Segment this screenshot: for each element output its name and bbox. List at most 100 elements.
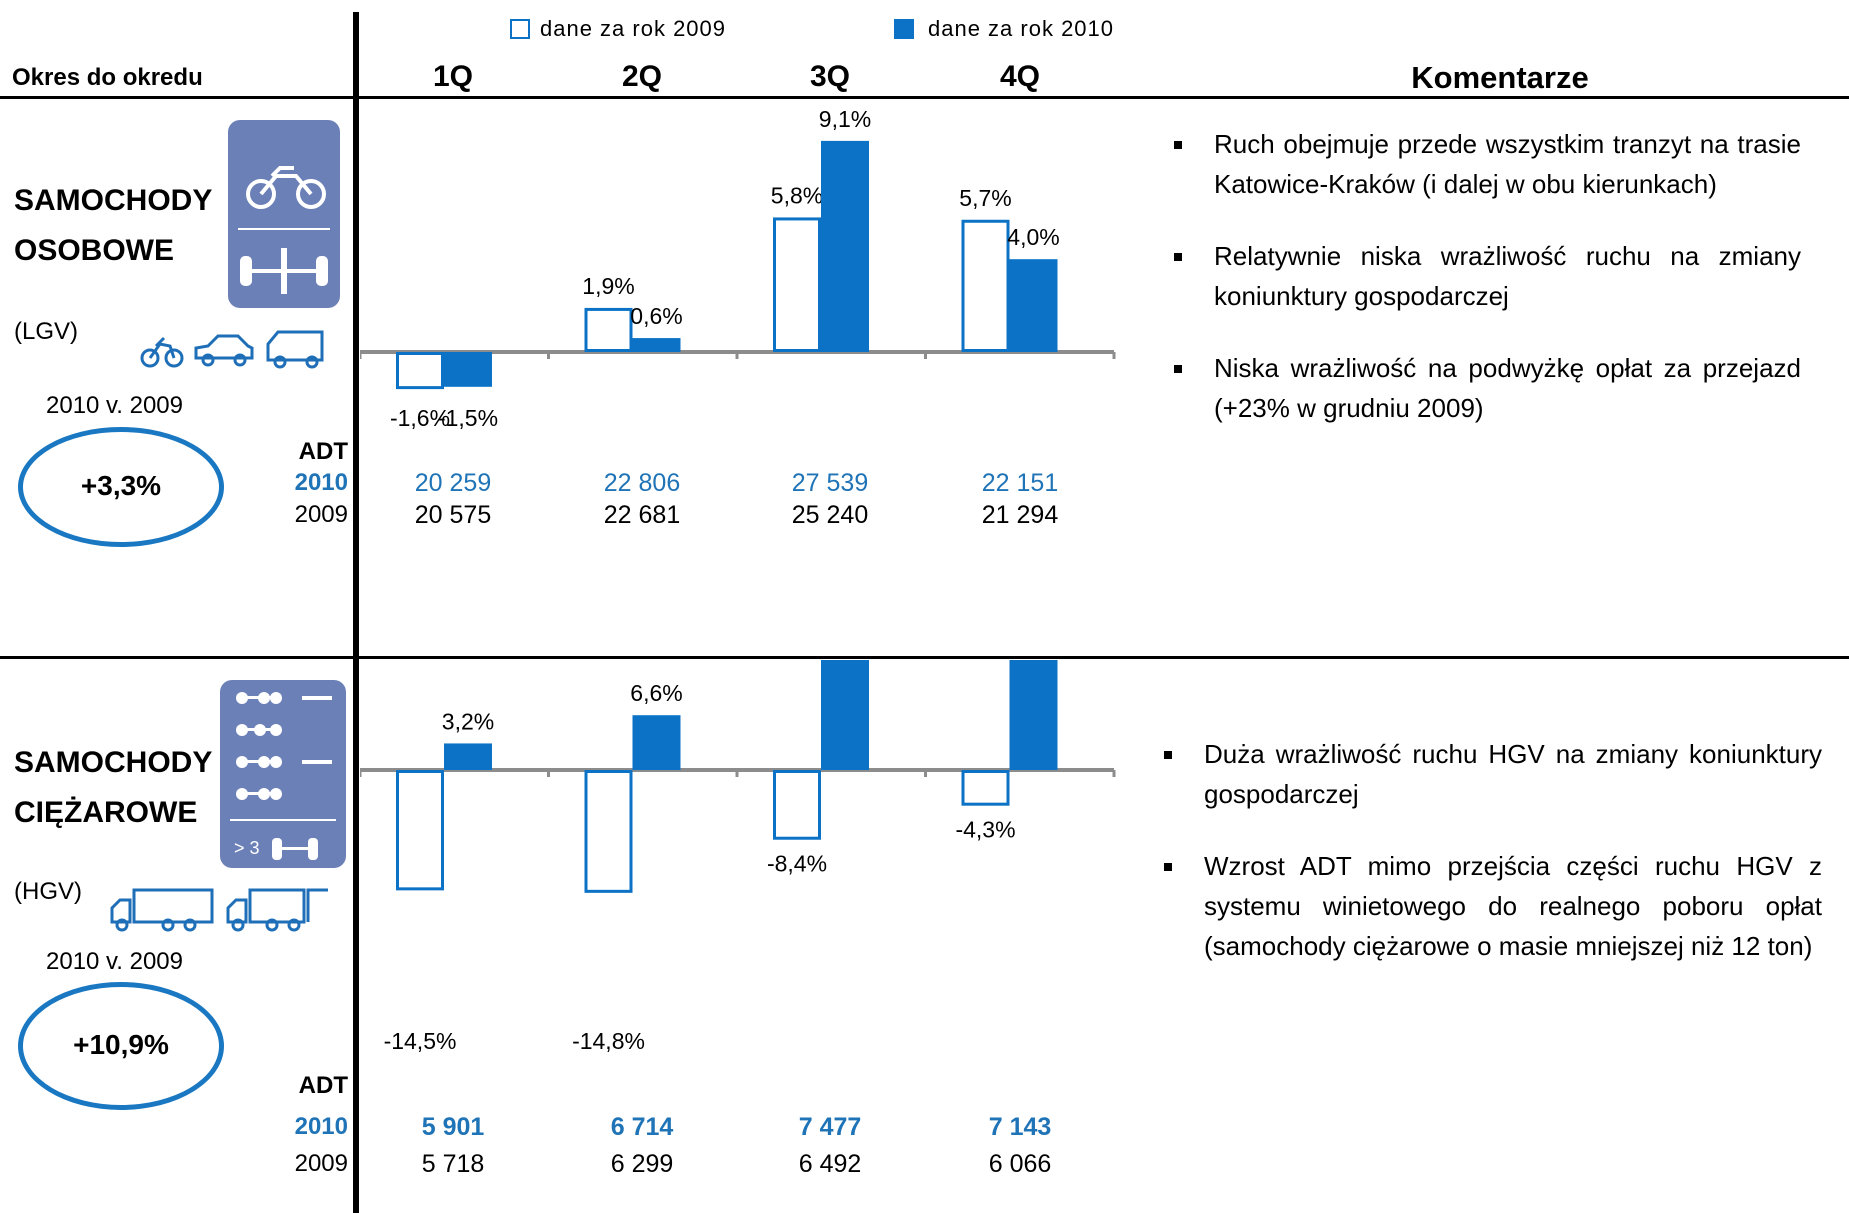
hgv-panel-label: > 3 bbox=[234, 838, 260, 858]
lgv-comment-item: Ruch obejmuje przede wszystkim tranzyt n… bbox=[1174, 124, 1801, 204]
section-divider bbox=[0, 656, 1849, 659]
hgv-vehicle-panel: > 3 bbox=[220, 680, 346, 868]
bullet-icon bbox=[1164, 751, 1172, 759]
hgv-bar-2010-1q bbox=[444, 743, 492, 770]
lgv-label-2009-3q: 5,8% bbox=[771, 182, 823, 208]
lgv-adt-2010-q4: 22 151 bbox=[981, 469, 1059, 497]
lgv-adt-2009-label: 2009 bbox=[294, 501, 348, 528]
hgv-comments: Duża wrażliwość ruchu HGV na zmiany koni… bbox=[1164, 734, 1822, 998]
motorcycle-icon bbox=[140, 336, 184, 368]
quarter-header-4: 4Q bbox=[999, 60, 1041, 93]
lgv-adt-2010-q3: 27 539 bbox=[791, 469, 869, 497]
lgv-bar-2009-3q bbox=[773, 217, 821, 352]
lgv-code: (LGV) bbox=[14, 318, 79, 345]
quarter-header-1: 1Q bbox=[432, 60, 474, 93]
hgv-bar-2010-4q bbox=[1009, 660, 1058, 770]
lgv-comparison: 2010 v. 2009 bbox=[46, 392, 184, 419]
lgv-title-line2: OSOBOWE bbox=[14, 234, 175, 267]
lgv-label-2009-2q: 1,9% bbox=[582, 273, 634, 299]
legend-swatch-2010 bbox=[894, 19, 914, 39]
lgv-label-2009-1q: -1,6% bbox=[390, 405, 450, 431]
hgv-adt-2010-q3: 7 477 bbox=[798, 1113, 862, 1141]
hgv-label-2010-1q: 3,2% bbox=[442, 708, 494, 734]
lgv-change-value: +3,3% bbox=[80, 470, 162, 501]
motorcycle-icon bbox=[246, 166, 326, 209]
lgv-comment-text-1: Ruch obejmuje przede wszystkim tranzyt n… bbox=[1214, 129, 1801, 199]
period-header: Okres do okredu bbox=[12, 64, 203, 91]
hgv-panel-graphic: > 3 bbox=[230, 692, 336, 860]
hgv-label-2009-1q: -14,5% bbox=[384, 1028, 457, 1054]
axle-chassis-icon bbox=[240, 248, 328, 294]
hgv-adt-label: ADT bbox=[298, 1072, 348, 1099]
lgv-comments: Ruch obejmuje przede wszystkim tranzyt n… bbox=[1174, 124, 1801, 460]
hgv-title-line2: CIĘŻAROWE bbox=[14, 796, 198, 829]
lgv-bar-2009-2q bbox=[584, 307, 633, 352]
hgv-comment-item: Duża wrażliwość ruchu HGV na zmiany koni… bbox=[1164, 734, 1822, 814]
bullet-icon bbox=[1164, 863, 1172, 871]
hgv-label-2010-2q: 6,6% bbox=[630, 680, 682, 706]
hgv-change-value: +10,9% bbox=[73, 1029, 169, 1060]
header-divider bbox=[0, 96, 1849, 99]
hgv-title: SAMOCHODY CIĘŻAROWE bbox=[14, 738, 212, 838]
lgv-comment-text-2: Relatywnie niska wrażliwość ruchu na zmi… bbox=[1214, 241, 1801, 311]
hgv-comment-item: Wzrost ADT mimo przejścia części ruchu H… bbox=[1164, 846, 1822, 966]
lgv-adt-2010-q1: 20 259 bbox=[414, 469, 492, 497]
comments-title: Komentarze bbox=[1411, 60, 1589, 95]
bullet-icon bbox=[1174, 365, 1182, 373]
lgv-section: SAMOCHODY OSOBOWE (LGV) bbox=[0, 100, 1849, 656]
hgv-comment-text-2: Wzrost ADT mimo przejścia części ruchu H… bbox=[1204, 851, 1822, 961]
bullet-icon bbox=[1174, 253, 1182, 261]
hgv-vehicle-icons bbox=[108, 882, 332, 939]
hgv-bar-2009-3q bbox=[773, 770, 821, 840]
lgv-adt-2010-q2: 22 806 bbox=[603, 469, 681, 497]
hgv-change-ellipse bbox=[18, 982, 224, 1110]
lgv-label-2010-4q: 4,0% bbox=[1007, 224, 1059, 250]
legend: dane za rok 2009 dane za rok 2010 bbox=[510, 16, 1160, 48]
hgv-section: SAMOCHODY CIĘŻAROWE > 3 bbox=[0, 660, 1849, 1213]
hgv-adt-2010-q4: 7 143 bbox=[988, 1113, 1052, 1141]
lgv-title: SAMOCHODY OSOBOWE bbox=[14, 176, 212, 276]
hgv-label-2009-2q: -14,8% bbox=[572, 1028, 645, 1054]
hgv-adt-2009-label: 2009 bbox=[294, 1150, 348, 1177]
hgv-adt-2009-q1: 5 718 bbox=[421, 1150, 485, 1178]
hgv-label-2009-3q: -8,4% bbox=[767, 851, 827, 877]
lgv-bar-2010-2q bbox=[632, 338, 681, 352]
lgv-bar-2010-1q bbox=[444, 352, 492, 387]
hgv-comparison: 2010 v. 2009 bbox=[46, 948, 184, 975]
hgv-label-2009-4q: -4,3% bbox=[955, 817, 1015, 843]
lgv-comment-item: Relatywnie niska wrażliwość ruchu na zmi… bbox=[1174, 236, 1801, 316]
lgv-label-2010-2q: 0,6% bbox=[630, 303, 682, 329]
lgv-vehicle-panel bbox=[228, 120, 340, 308]
hgv-adt-2009-q2: 6 299 bbox=[610, 1150, 674, 1178]
lgv-adt-2009-q4: 21 294 bbox=[981, 501, 1059, 529]
hgv-bar-2010-2q bbox=[632, 715, 681, 770]
lgv-bar-2010-4q bbox=[1009, 259, 1058, 352]
hgv-adt-2009-q4: 6 066 bbox=[988, 1150, 1052, 1178]
lgv-panel-graphic bbox=[238, 166, 330, 294]
legend-label-2009: dane za rok 2009 bbox=[540, 16, 727, 41]
lgv-adt-label: ADT bbox=[298, 438, 348, 465]
bullet-icon bbox=[1174, 141, 1182, 149]
hgv-bar-2009-1q bbox=[396, 770, 444, 891]
lgv-label-2010-3q: 9,1% bbox=[819, 106, 871, 132]
lgv-adt-2009-q1: 20 575 bbox=[414, 501, 492, 529]
lgv-bar-2009-1q bbox=[396, 352, 444, 390]
hgv-adt-2010-label: 2010 bbox=[294, 1113, 348, 1140]
lgv-comment-text-3: Niska wrażliwość na podwyżkę opłat za pr… bbox=[1214, 353, 1801, 423]
truck-axles-icon bbox=[236, 692, 332, 800]
lgv-chart: -1,6%-1,5% 1,9% 0,6% 5,8% 9,1% 5,7% 4,0% bbox=[360, 106, 1116, 431]
truck-semitrailer-icon bbox=[226, 888, 328, 932]
hgv-title-line1: SAMOCHODY bbox=[14, 746, 213, 779]
legend-label-2010: dane za rok 2010 bbox=[928, 16, 1115, 41]
van-icon bbox=[266, 330, 324, 369]
truck-trailer-icon bbox=[110, 888, 214, 932]
car-icon bbox=[194, 334, 254, 367]
lgv-change-ellipse bbox=[18, 427, 224, 547]
hgv-adt-2009-q3: 6 492 bbox=[798, 1150, 862, 1178]
hgv-comment-text-1: Duża wrażliwość ruchu HGV na zmiany koni… bbox=[1204, 739, 1822, 809]
quarter-header-2: 2Q bbox=[621, 60, 663, 93]
hgv-chart: -14,5%3,2%-14,8%6,6%-8,4%15,2%-4,3%17,8% bbox=[360, 660, 1116, 1054]
lgv-title-line1: SAMOCHODY bbox=[14, 184, 213, 217]
lgv-vehicle-icons bbox=[138, 326, 330, 377]
lgv-adt-2010-label: 2010 bbox=[294, 469, 348, 496]
